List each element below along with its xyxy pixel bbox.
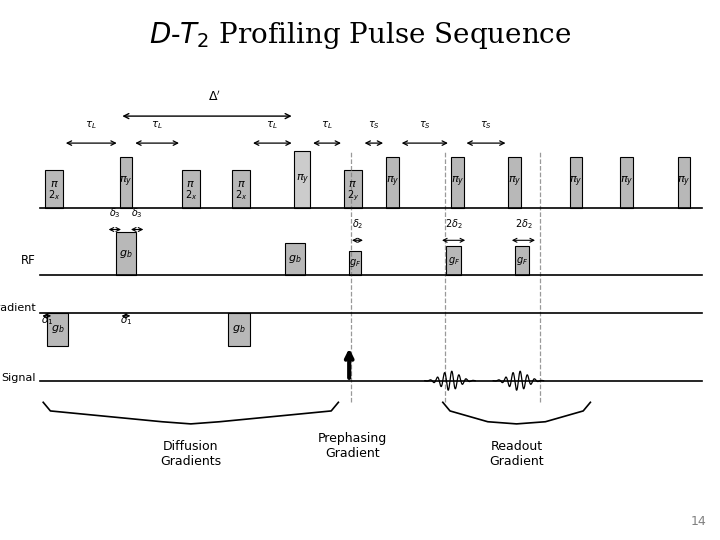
FancyBboxPatch shape (451, 157, 464, 208)
Text: $\tau_S$: $\tau_S$ (480, 119, 492, 131)
Text: Signal: Signal (1, 373, 36, 383)
Text: $\pi_{y}$: $\pi_{y}$ (508, 175, 521, 190)
Text: $\tau_L$: $\tau_L$ (86, 119, 97, 131)
Text: $\tau_S$: $\tau_S$ (368, 119, 380, 131)
FancyBboxPatch shape (515, 246, 529, 275)
Text: $\tau_L$: $\tau_L$ (151, 119, 163, 131)
Text: $2_{x}$: $2_{x}$ (235, 188, 248, 202)
Text: Diffusion
Gradients: Diffusion Gradients (161, 440, 221, 468)
Text: Prephasing
Gradient: Prephasing Gradient (318, 432, 387, 460)
FancyBboxPatch shape (285, 243, 305, 275)
Text: $g_b$: $g_b$ (51, 323, 64, 335)
Text: $D$-$T_2$ Profiling Pulse Sequence: $D$-$T_2$ Profiling Pulse Sequence (149, 19, 571, 51)
Text: $\pi_{y}$: $\pi_{y}$ (451, 175, 464, 190)
FancyBboxPatch shape (47, 313, 68, 346)
FancyBboxPatch shape (508, 157, 521, 208)
FancyBboxPatch shape (294, 151, 310, 208)
Text: $\pi$: $\pi$ (348, 179, 357, 188)
Text: $g_F$: $g_F$ (349, 257, 361, 269)
Text: $\pi_{y}$: $\pi_{y}$ (386, 175, 399, 190)
Text: $\Delta'$: $\Delta'$ (207, 90, 221, 104)
Text: $\tau_L$: $\tau_L$ (266, 119, 278, 131)
Text: $\pi$: $\pi$ (237, 179, 246, 188)
Text: $\pi_{y}$: $\pi_{y}$ (678, 175, 690, 190)
FancyBboxPatch shape (45, 170, 63, 208)
Text: Readout
Gradient: Readout Gradient (490, 440, 544, 468)
Text: $2\delta_2$: $2\delta_2$ (515, 217, 532, 231)
Text: Gradient: Gradient (0, 303, 36, 313)
Text: $\delta_1$: $\delta_1$ (40, 313, 53, 327)
Text: $2_{y}$: $2_{y}$ (346, 188, 359, 202)
FancyBboxPatch shape (120, 157, 132, 208)
FancyBboxPatch shape (570, 157, 582, 208)
Text: $\pi_{y}$: $\pi_{y}$ (570, 175, 582, 190)
Text: RF: RF (22, 254, 36, 267)
FancyBboxPatch shape (181, 170, 200, 208)
Text: $\pi$: $\pi$ (50, 179, 58, 188)
Text: $g_F$: $g_F$ (448, 254, 459, 267)
FancyBboxPatch shape (344, 170, 361, 208)
Text: $\delta_3$: $\delta_3$ (131, 206, 143, 220)
Text: $g_b$: $g_b$ (120, 248, 132, 260)
Text: $2\delta_2$: $2\delta_2$ (445, 217, 462, 231)
FancyBboxPatch shape (228, 313, 250, 346)
Text: $2_{x}$: $2_{x}$ (48, 188, 60, 202)
FancyBboxPatch shape (116, 232, 136, 275)
Text: $g_b$: $g_b$ (289, 253, 302, 265)
FancyBboxPatch shape (620, 157, 633, 208)
Text: $\pi_{y}$: $\pi_{y}$ (296, 172, 309, 187)
Text: 14: 14 (690, 515, 706, 528)
FancyBboxPatch shape (678, 157, 690, 208)
FancyBboxPatch shape (446, 246, 461, 275)
Text: $g_b$: $g_b$ (233, 323, 246, 335)
FancyBboxPatch shape (349, 251, 361, 275)
FancyBboxPatch shape (386, 157, 399, 208)
Text: $\pi$: $\pi$ (186, 179, 195, 188)
Text: $\tau_L$: $\tau_L$ (321, 119, 333, 131)
Text: $\delta_3$: $\delta_3$ (109, 206, 121, 220)
Text: $2_{x}$: $2_{x}$ (184, 188, 197, 202)
Text: $\delta_2$: $\delta_2$ (352, 217, 363, 231)
Text: $g_F$: $g_F$ (516, 254, 528, 267)
Text: $\pi_{y}$: $\pi_{y}$ (120, 175, 132, 190)
Text: $\delta_1$: $\delta_1$ (120, 313, 132, 327)
Text: $\tau_S$: $\tau_S$ (419, 119, 431, 131)
FancyBboxPatch shape (232, 170, 251, 208)
Text: $\pi_{y}$: $\pi_{y}$ (620, 175, 633, 190)
